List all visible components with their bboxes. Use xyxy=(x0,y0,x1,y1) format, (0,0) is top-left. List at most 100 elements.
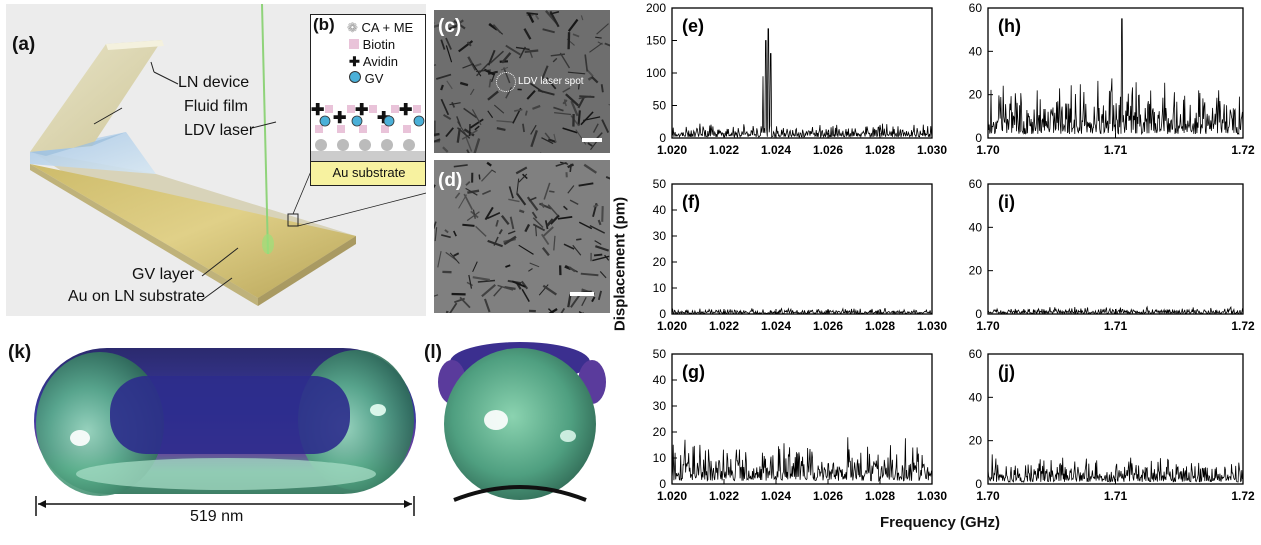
x-tick-label: 1.72 xyxy=(1231,143,1255,157)
texture-fiber xyxy=(595,246,608,250)
texture-fiber xyxy=(443,147,448,152)
texture-fiber xyxy=(579,110,580,125)
x-tick-label: 1.026 xyxy=(813,489,843,503)
texture-fiber xyxy=(564,244,574,249)
legend-avidin: ✚ Avidin xyxy=(349,54,398,70)
legend-gv: GV xyxy=(349,71,383,86)
ylabel-text: Displacement (pm) xyxy=(612,197,629,331)
callout-au-on-ln: Au on LN substrate xyxy=(68,288,205,306)
texture-fiber xyxy=(609,104,610,110)
y-tick-label: 20 xyxy=(653,255,667,269)
plot-frame xyxy=(988,184,1243,314)
y-tick-label: 20 xyxy=(969,88,983,102)
x-tick-label: 1.026 xyxy=(813,319,843,333)
texture-fiber xyxy=(517,194,525,205)
texture-fiber xyxy=(492,170,496,173)
texture-fiber xyxy=(475,126,479,130)
texture-fiber xyxy=(545,133,550,139)
texture-fiber xyxy=(517,179,519,195)
gv-crosssection-render xyxy=(424,332,624,540)
texture-fiber xyxy=(549,191,554,192)
texture-fiber xyxy=(446,128,453,137)
texture-fiber xyxy=(536,15,539,19)
texture-fiber xyxy=(488,111,493,118)
texture-fiber xyxy=(506,46,520,55)
gear-icon: ❁ xyxy=(347,20,358,35)
svg-text:✚: ✚ xyxy=(399,102,412,119)
texture-fiber xyxy=(570,164,571,172)
circle-icon xyxy=(349,71,361,83)
x-tick-label: 1.022 xyxy=(709,319,739,333)
texture-fiber xyxy=(588,143,592,146)
texture-fiber xyxy=(434,295,438,298)
x-tick-label: 1.028 xyxy=(865,319,895,333)
panel-d-micrograph: (d) xyxy=(434,160,610,313)
texture-fiber xyxy=(543,29,555,32)
x-tick-label: 1.71 xyxy=(1104,143,1128,157)
texture-fiber xyxy=(463,64,473,68)
texture-fiber xyxy=(569,20,578,32)
texture-fiber xyxy=(516,167,527,173)
texture-fiber xyxy=(602,84,603,92)
texture-fiber xyxy=(525,224,529,231)
texture-fiber xyxy=(519,211,524,213)
texture-fiber xyxy=(435,227,436,241)
x-tick-label: 1.022 xyxy=(709,143,739,157)
texture-fiber xyxy=(599,220,601,225)
texture-fiber xyxy=(554,236,555,251)
texture-fiber xyxy=(606,177,610,182)
texture-fiber xyxy=(479,174,480,179)
texture-fiber xyxy=(589,43,602,52)
texture-fiber xyxy=(494,287,502,297)
chart-panel-label: (j) xyxy=(998,362,1015,382)
texture-fiber xyxy=(487,163,491,166)
texture-fiber xyxy=(505,265,510,267)
texture-fiber xyxy=(581,15,582,20)
shared-xlabel: Frequency (GHz) xyxy=(880,514,1000,531)
texture-fiber xyxy=(470,89,474,95)
x-tick-label: 1.020 xyxy=(657,489,687,503)
texture-fiber xyxy=(449,103,460,105)
y-tick-label: 10 xyxy=(653,281,667,295)
texture-fiber xyxy=(541,203,544,207)
scale-bar xyxy=(570,292,594,296)
texture-fiber xyxy=(584,165,596,173)
texture-fiber xyxy=(496,220,498,226)
texture-fiber xyxy=(488,91,498,99)
x-tick-label: 1.020 xyxy=(657,143,687,157)
au-substrate-label: Au substrate xyxy=(333,165,406,180)
panel-b: (b) ❁ CA + ME Biotin ✚ Avidin GV ✚✚✚✚✚ A… xyxy=(310,14,426,186)
x-tick-label: 1.72 xyxy=(1231,319,1255,333)
texture-fiber xyxy=(594,255,602,256)
texture-fiber xyxy=(441,235,450,237)
callout-fluid-film: Fluid film xyxy=(184,98,248,116)
y-tick-label: 40 xyxy=(969,44,983,58)
y-tick-label: 10 xyxy=(653,451,667,465)
chart-panel-label: (i) xyxy=(998,192,1015,212)
callout-ln-device: LN device xyxy=(178,74,249,92)
y-tick-label: 150 xyxy=(646,34,666,48)
texture-fiber xyxy=(590,226,605,234)
texture-fiber xyxy=(482,285,495,297)
texture-fiber xyxy=(462,225,474,226)
x-tick-label: 1.024 xyxy=(761,319,791,333)
texture-fiber xyxy=(441,99,448,115)
plot-frame xyxy=(672,8,932,138)
x-tick-label: 1.022 xyxy=(709,489,739,503)
texture-fiber xyxy=(595,37,601,38)
texture-fiber xyxy=(553,58,557,62)
texture-fiber xyxy=(460,297,470,307)
texture-fiber xyxy=(470,119,483,128)
texture-fiber xyxy=(447,81,452,89)
plot-frame xyxy=(672,184,932,314)
texture-fiber xyxy=(528,269,532,272)
chart-panel-label: (e) xyxy=(682,16,704,36)
texture-fiber xyxy=(508,231,515,234)
panel-c-micrograph: (c) LDV laser spot xyxy=(434,10,610,153)
panel-k-label: (k) xyxy=(8,342,31,364)
texture-fiber xyxy=(573,34,579,36)
texture-fiber xyxy=(557,308,564,313)
texture-fiber xyxy=(587,70,593,76)
